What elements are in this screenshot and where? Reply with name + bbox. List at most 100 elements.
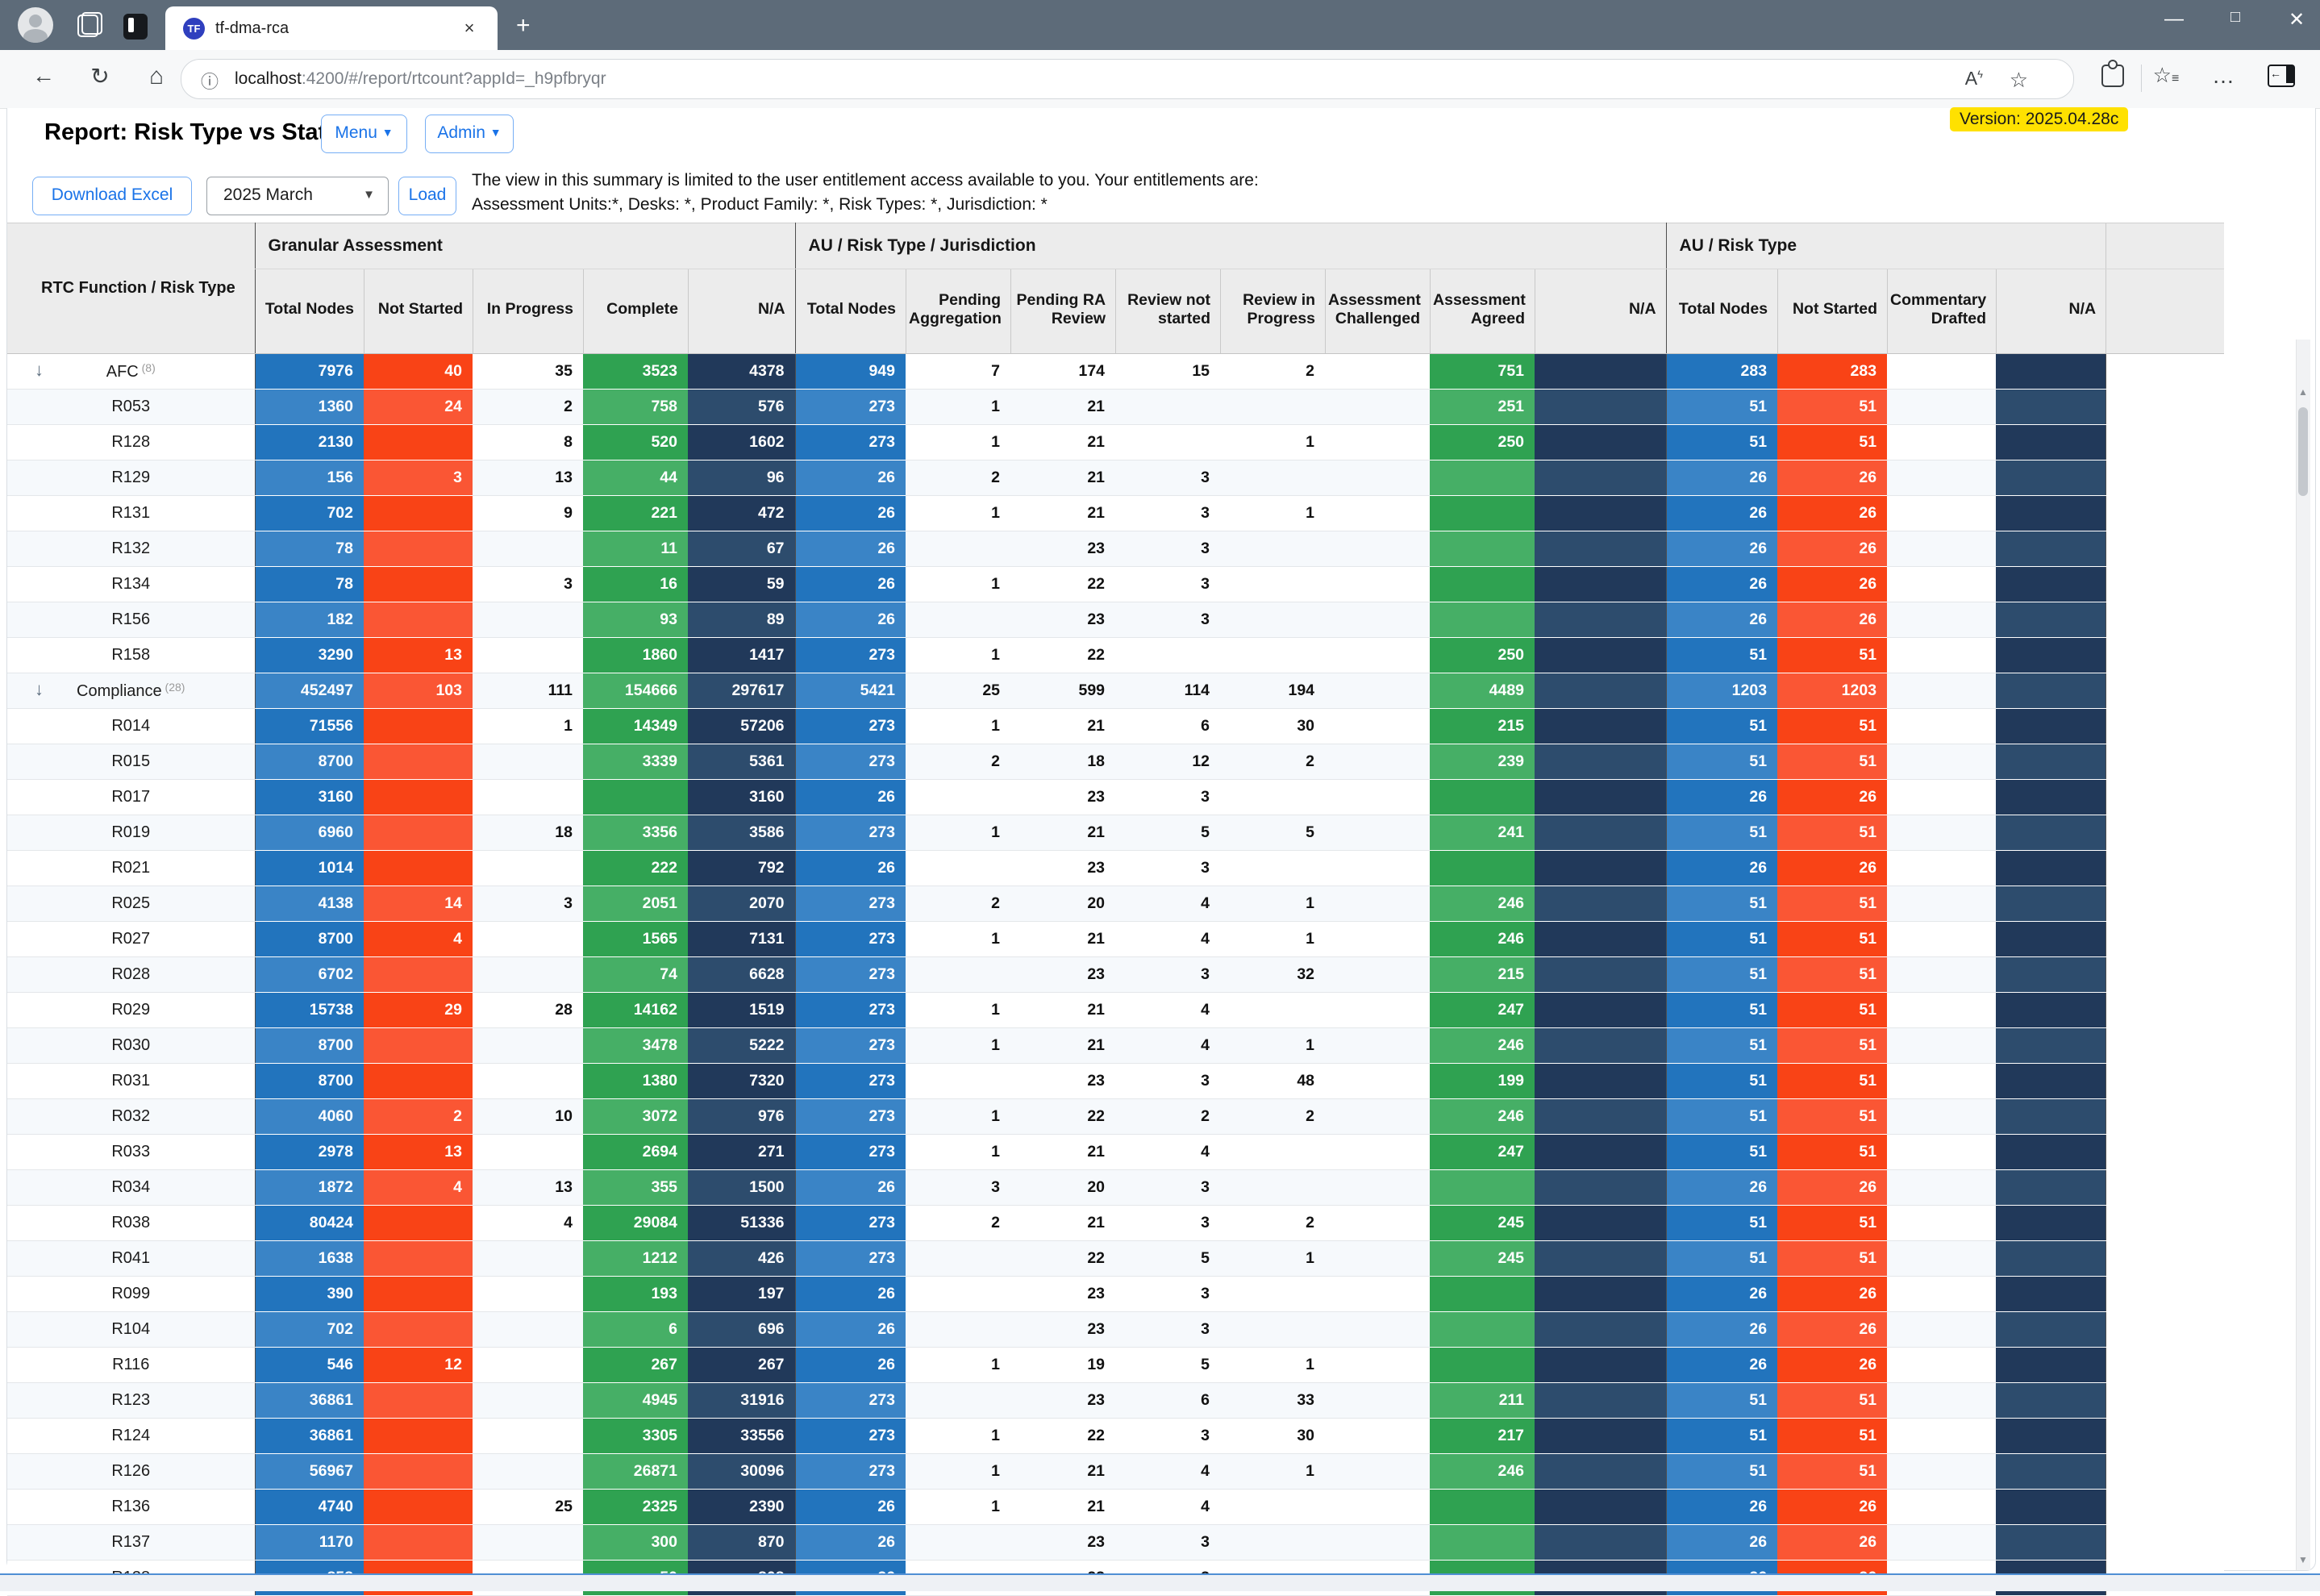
cell-g2-pending-aggregation bbox=[906, 1276, 1011, 1312]
cell-g2-assessment-challenged bbox=[1325, 495, 1431, 531]
back-icon[interactable]: ← bbox=[32, 63, 55, 88]
cell-g3-total-nodes: 26 bbox=[1665, 495, 1778, 531]
cell-g1-total-nodes: 1360 bbox=[254, 389, 364, 425]
cell-g3-commentary-drafted bbox=[1887, 602, 1997, 638]
workspaces-icon[interactable] bbox=[74, 11, 102, 39]
cell-g2-pending-aggregation bbox=[906, 850, 1011, 886]
table-row: R156 182 93 89 26 23 3 26 26 bbox=[7, 602, 2225, 638]
cell-g2-pending-aggregation: 1 bbox=[906, 495, 1011, 531]
period-select[interactable]: 2025 March ▼ bbox=[206, 177, 389, 215]
cell-g2-assessment-agreed bbox=[1430, 1169, 1535, 1206]
row-label: R126 bbox=[7, 1453, 255, 1490]
cell-g3-na bbox=[1996, 1098, 2106, 1135]
column-header-na[interactable]: N/A bbox=[688, 269, 796, 354]
row-filler bbox=[2105, 1418, 2225, 1454]
cell-g1-complete: 300 bbox=[583, 1524, 688, 1561]
column-header-na[interactable]: N/A bbox=[1535, 269, 1667, 354]
cell-g2-assessment-challenged bbox=[1325, 389, 1431, 425]
profile-avatar[interactable] bbox=[18, 7, 53, 43]
vertical-scrollbar[interactable]: ▲ ▼ bbox=[2296, 340, 2310, 1570]
column-header-na[interactable]: N/A bbox=[1996, 269, 2106, 354]
menu-button[interactable]: Menu ▼ bbox=[321, 115, 407, 153]
download-excel-button[interactable]: Download Excel bbox=[32, 177, 192, 215]
table-row: ↓ AFC (8) 7976 40 35 3523 4378 949 7 174 15 2 751 283… bbox=[7, 353, 2225, 390]
collections-icon[interactable]: ☆≡ bbox=[2152, 63, 2180, 87]
cell-g1-in-progress: 1 bbox=[473, 708, 583, 744]
column-header-total-nodes[interactable]: Total Nodes bbox=[254, 269, 364, 354]
cell-g1-total-nodes: 8700 bbox=[254, 1027, 364, 1064]
cell-g2-pending-aggregation: 2 bbox=[906, 886, 1011, 922]
cell-g3-total-nodes: 51 bbox=[1665, 708, 1778, 744]
cell-g1-total-nodes: 6960 bbox=[254, 815, 364, 851]
cell-g2-assessment-agreed: 215 bbox=[1430, 956, 1535, 993]
app-launcher-icon[interactable] bbox=[121, 11, 148, 40]
cell-g1-not-started bbox=[364, 1524, 473, 1561]
column-header-total-nodes[interactable]: Total Nodes bbox=[1665, 269, 1778, 354]
cell-g2-review-in-progress: 30 bbox=[1220, 1418, 1326, 1454]
favorite-star-icon[interactable]: ☆ bbox=[2009, 68, 2028, 92]
row-filler bbox=[2105, 992, 2225, 1028]
cell-g1-complete: 1380 bbox=[583, 1063, 688, 1099]
column-header-assessment-agreed[interactable]: Assessment Agreed bbox=[1430, 269, 1535, 354]
column-header-total-nodes[interactable]: Total Nodes bbox=[794, 269, 906, 354]
horizontal-scrollbar[interactable] bbox=[0, 1573, 2320, 1591]
cell-g3-not-started: 51 bbox=[1777, 956, 1888, 993]
sidebar-toggle-icon[interactable] bbox=[2268, 65, 2295, 87]
cell-g3-commentary-drafted bbox=[1887, 1347, 1997, 1383]
column-header-assessment-challenged[interactable]: Assessment Challenged bbox=[1325, 269, 1431, 354]
cell-g2-review-in-progress bbox=[1220, 637, 1326, 673]
home-icon[interactable]: ⌂ bbox=[148, 63, 165, 90]
column-header-not-started[interactable]: Not Started bbox=[364, 269, 473, 354]
scrollbar-thumb[interactable] bbox=[2298, 407, 2308, 496]
column-header-not-started[interactable]: Not Started bbox=[1777, 269, 1888, 354]
settings-more-icon[interactable]: … bbox=[2212, 63, 2236, 88]
column-header-in-progress[interactable]: In Progress bbox=[473, 269, 583, 354]
scroll-down-icon[interactable]: ▼ bbox=[2298, 1554, 2308, 1565]
cell-g1-complete: 221 bbox=[583, 495, 688, 531]
read-aloud-icon[interactable]: Aϟ bbox=[1964, 68, 1983, 89]
column-header-commentary-drafted[interactable]: Commentary Drafted bbox=[1887, 269, 1997, 354]
cell-g2-na bbox=[1535, 1027, 1667, 1064]
window-minimize-button[interactable]: — bbox=[2164, 8, 2184, 30]
refresh-icon[interactable]: ↻ bbox=[90, 64, 110, 89]
cell-g1-complete: 3523 bbox=[583, 353, 688, 390]
site-info-icon[interactable]: ⓘ bbox=[201, 72, 219, 92]
cell-g3-not-started: 283 bbox=[1777, 353, 1888, 390]
cell-g2-assessment-challenged bbox=[1325, 921, 1431, 957]
url-bar[interactable]: ⓘ localhost:4200/#/report/rtcount?appId=… bbox=[181, 59, 2074, 99]
window-close-button[interactable]: ✕ bbox=[2288, 9, 2305, 31]
collapse-arrow-icon[interactable]: ↓ bbox=[35, 679, 44, 699]
cell-g3-na bbox=[1996, 1382, 2106, 1419]
url-text[interactable]: localhost:4200/#/report/rtcount?appId=_h… bbox=[235, 69, 606, 88]
new-tab-button[interactable]: + bbox=[516, 12, 531, 39]
column-header-pending-aggregation[interactable]: Pending Aggregation bbox=[906, 269, 1011, 354]
cell-g3-commentary-drafted bbox=[1887, 1489, 1997, 1525]
column-header-pending-ra-review[interactable]: Pending RA Review bbox=[1010, 269, 1116, 354]
table-row: R033 2978 13 2694 271 273 1 21 4 247 51 51 bbox=[7, 1134, 2225, 1170]
cell-g2-pending-ra-review: 21 bbox=[1010, 1489, 1116, 1525]
column-header-review-not-started[interactable]: Review not started bbox=[1115, 269, 1221, 354]
cell-g2-total-nodes: 26 bbox=[794, 1276, 906, 1312]
window-maximize-button[interactable]: □ bbox=[2230, 8, 2241, 26]
cell-g2-total-nodes: 26 bbox=[794, 1169, 906, 1206]
cell-g2-review-in-progress: 1 bbox=[1220, 921, 1326, 957]
cell-g3-na bbox=[1996, 389, 2106, 425]
column-header-review-in-progress[interactable]: Review in Progress bbox=[1220, 269, 1326, 354]
load-button[interactable]: Load bbox=[398, 177, 456, 215]
tab-close-icon[interactable]: × bbox=[464, 18, 475, 38]
cell-g3-not-started: 26 bbox=[1777, 495, 1888, 531]
extensions-icon[interactable] bbox=[2101, 60, 2124, 87]
cell-g2-pending-aggregation: 1 bbox=[906, 637, 1011, 673]
cell-g1-na: 271 bbox=[688, 1134, 796, 1170]
header-filler bbox=[2105, 223, 2225, 269]
collapse-arrow-icon[interactable]: ↓ bbox=[35, 360, 44, 380]
admin-button[interactable]: Admin ▼ bbox=[425, 115, 514, 153]
scroll-up-icon[interactable]: ▲ bbox=[2298, 386, 2308, 398]
cell-g3-total-nodes: 26 bbox=[1665, 1489, 1778, 1525]
cell-g2-na bbox=[1535, 708, 1667, 744]
browser-tab[interactable]: TF tf-dma-rca × bbox=[165, 6, 498, 50]
cell-g1-in-progress bbox=[473, 531, 583, 567]
column-header-complete[interactable]: Complete bbox=[583, 269, 688, 354]
cell-g3-na bbox=[1996, 531, 2106, 567]
cell-g2-na bbox=[1535, 779, 1667, 815]
